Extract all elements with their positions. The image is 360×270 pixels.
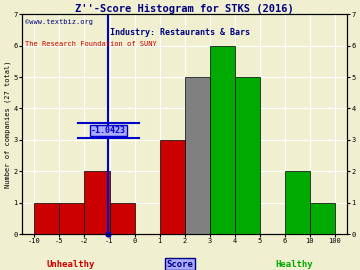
- Y-axis label: Number of companies (27 total): Number of companies (27 total): [4, 60, 11, 188]
- Text: ©www.textbiz.org: ©www.textbiz.org: [25, 19, 93, 25]
- Bar: [210, 46, 235, 234]
- Bar: [310, 203, 335, 234]
- Text: -1.0423: -1.0423: [91, 126, 126, 135]
- Bar: [185, 77, 210, 234]
- Title: Z''-Score Histogram for STKS (2016): Z''-Score Histogram for STKS (2016): [75, 4, 294, 14]
- Bar: [159, 140, 185, 234]
- Bar: [59, 203, 85, 234]
- Text: The Research Foundation of SUNY: The Research Foundation of SUNY: [25, 40, 157, 47]
- Bar: [35, 203, 59, 234]
- Text: Score: Score: [167, 260, 193, 269]
- Bar: [235, 77, 260, 234]
- Bar: [109, 203, 135, 234]
- Bar: [85, 171, 109, 234]
- Text: Unhealthy: Unhealthy: [47, 260, 95, 269]
- Bar: [285, 171, 310, 234]
- Text: Healthy: Healthy: [275, 260, 313, 269]
- Text: Industry: Restaurants & Bars: Industry: Restaurants & Bars: [110, 28, 250, 37]
